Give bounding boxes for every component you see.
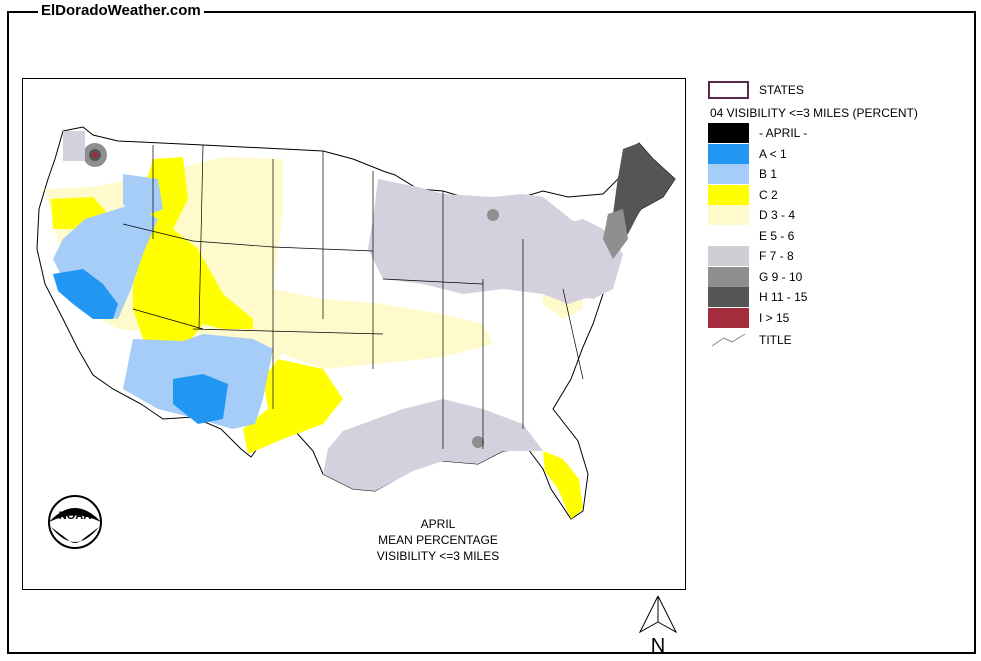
region-h-newengland — [613, 143, 675, 239]
legend-heading: 04 VISIBILITY <=3 MILES (PERCENT) — [710, 106, 918, 120]
legend-title-row: TITLE — [708, 330, 792, 350]
noaa-logo: NOAA — [48, 495, 102, 549]
legend-class-label: I > 15 — [759, 310, 790, 325]
legend-class-label: C 2 — [759, 187, 778, 202]
legend-class-row: H 11 - 15 — [708, 287, 807, 307]
region-g-gulf — [472, 436, 484, 448]
caption-line-metric: MEAN PERCENTAGE — [378, 533, 498, 547]
visibility-map: NOAA — [36, 126, 676, 549]
legend-class-row: F 7 - 8 — [708, 246, 794, 266]
region-c-rockies — [133, 157, 253, 349]
legend-class-row: - APRIL - — [708, 123, 807, 143]
legend-class-label: B 1 — [759, 167, 778, 181]
region-i-puget — [92, 152, 98, 158]
legend-swatch — [708, 225, 749, 246]
legend-class-row: E 5 - 6 — [708, 225, 795, 246]
legend-class-row: A < 1 — [708, 143, 787, 164]
legend-class-label: A < 1 — [759, 146, 787, 161]
region-g-michigan — [487, 209, 499, 221]
legend-class-label: - APRIL - — [759, 126, 808, 140]
region-g-newengland — [603, 209, 628, 259]
title-line-icon — [711, 333, 746, 347]
region-c-texas — [243, 359, 343, 454]
legend-class-row: B 1 — [708, 164, 777, 184]
caption-line-month: APRIL — [420, 517, 456, 531]
legend-swatch — [708, 307, 749, 328]
legend-class-label: F 7 - 8 — [759, 249, 794, 263]
states-outline-swatch — [708, 81, 749, 99]
legend-swatch — [708, 164, 749, 184]
legend-swatch — [708, 205, 749, 225]
legend-swatch — [708, 143, 749, 164]
legend-swatch — [708, 184, 749, 205]
noaa-logo-text: NOAA — [59, 510, 91, 522]
region-f-gulf — [323, 399, 543, 491]
legend-class-label: E 5 - 6 — [759, 228, 795, 243]
state-lines — [122, 144, 584, 449]
region-a-nevada — [53, 269, 118, 319]
legend-class-label: D 3 - 4 — [759, 208, 796, 222]
legend-class-label: G 9 - 10 — [759, 269, 803, 284]
legend-swatch — [708, 266, 749, 287]
legend-states-row: STATES — [708, 80, 804, 100]
legend-swatch — [708, 246, 749, 266]
legend-swatch — [708, 287, 749, 307]
caption-line-threshold: VISIBILITY <=3 MILES — [376, 549, 500, 563]
page-frame — [7, 11, 976, 654]
region-a-arizona — [173, 374, 228, 424]
map-panel: NOAA APRIL MEAN PERCENTAGE VISIBILITY <=… — [22, 78, 686, 590]
legend-class-row: D 3 - 4 — [708, 205, 795, 225]
legend-class-row: C 2 — [708, 184, 778, 205]
legend-title-label: TITLE — [759, 333, 792, 347]
region-f-midwest — [368, 179, 608, 304]
region-f-washington — [63, 131, 85, 161]
region-c-florida — [543, 451, 583, 519]
legend-states-label: STATES — [759, 83, 804, 97]
north-label: N — [651, 635, 665, 656]
north-arrow: N — [636, 595, 686, 657]
site-title: ElDoradoWeather.com — [38, 2, 204, 19]
legend-class-row: G 9 - 10 — [708, 266, 803, 287]
legend-class-row: I > 15 — [708, 307, 790, 328]
category-regions — [45, 131, 675, 519]
map-caption: APRIL MEAN PERCENTAGE VISIBILITY <=3 MIL… — [323, 516, 553, 564]
north-arrow-icon: N — [638, 595, 678, 657]
legend-swatch — [708, 123, 749, 143]
legend-class-label: H 11 - 15 — [759, 290, 808, 304]
